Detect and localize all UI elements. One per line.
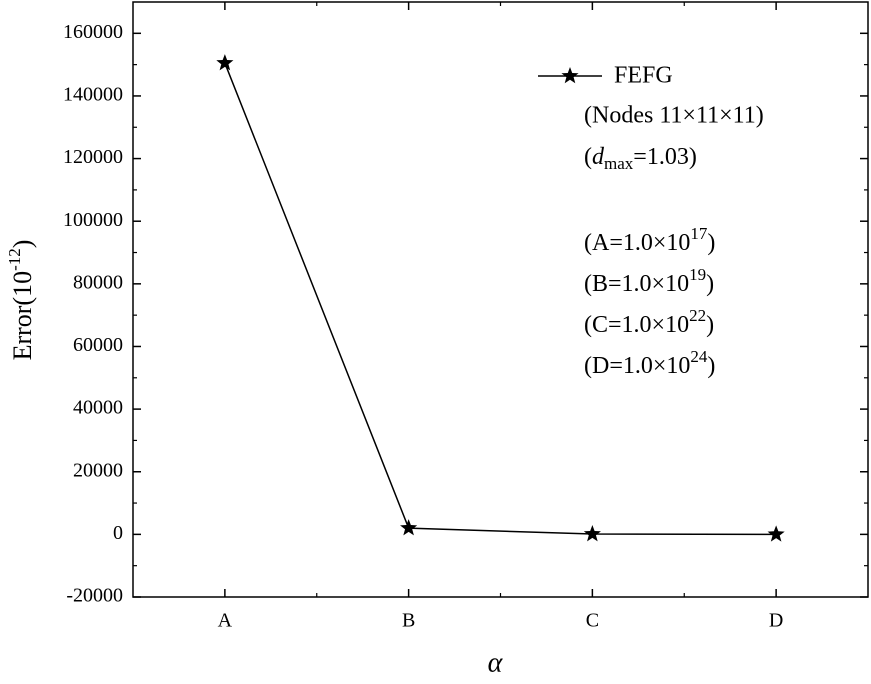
y-tick-label: 140000 [63, 84, 123, 106]
plot-frame [132, 1, 869, 598]
ann-part: =1.03) [633, 144, 697, 170]
legend: FEFG (Nodes 11×11×11) (dmax=1.03) [538, 63, 764, 173]
ann-part: (D=1.0×10 [584, 353, 690, 379]
data-point [216, 54, 234, 71]
y-tick-label: 0 [113, 522, 123, 544]
ann-sup: 24 [690, 347, 708, 366]
ann-sup: 17 [690, 224, 708, 243]
x-axis-label: α [488, 647, 504, 678]
legend-marker [561, 67, 579, 84]
ann-part: d [592, 144, 605, 170]
ann-part: ) [706, 312, 714, 338]
annotation: (Nodes 11×11×11) [584, 103, 764, 129]
annotation: (C=1.0×1022) [584, 306, 714, 338]
ann-part: ) [707, 353, 715, 379]
x-tick-label: A [218, 610, 233, 632]
x-tick-label: D [769, 610, 783, 632]
ann-part: (A=1.0×10 [584, 230, 690, 256]
data-point [400, 519, 418, 536]
legend-label: FEFG [614, 63, 673, 89]
y-tick-label: -20000 [66, 585, 123, 607]
y-tick-label: 120000 [63, 146, 123, 168]
x-tick-label: C [586, 610, 599, 632]
annotation: (B=1.0×1019) [584, 265, 714, 297]
annotation: (A=1.0×1017) [584, 224, 715, 256]
y-tick-label: 80000 [73, 271, 123, 293]
x-tick-label: B [402, 610, 415, 632]
series-line [224, 62, 777, 536]
y-label-base: Error(10 [8, 271, 37, 361]
ann-part: ) [706, 271, 714, 297]
y-tick-label: 40000 [73, 397, 123, 419]
y-tick-label: 160000 [63, 21, 123, 43]
y-label-end: ) [8, 240, 37, 249]
ann-part: ( [584, 144, 592, 170]
ann-part: (C=1.0×10 [584, 312, 689, 338]
y-axis-label: Error(10-12) [5, 240, 37, 361]
ann-part: ) [707, 230, 715, 256]
ann-sup: 19 [689, 265, 706, 284]
y-tick-label: 60000 [73, 334, 123, 356]
ann-part: (B=1.0×10 [584, 271, 689, 297]
data-point [583, 525, 601, 542]
ann-sub: max [604, 154, 634, 173]
y-label-sup: -12 [5, 248, 24, 271]
annotation: (D=1.0×1024) [584, 347, 715, 379]
y-tick-label: 100000 [63, 209, 123, 231]
data-point [767, 525, 785, 542]
y-tick-label: 20000 [73, 459, 123, 481]
ann-sup: 22 [689, 306, 706, 325]
annotation: (dmax=1.03) [584, 144, 697, 173]
